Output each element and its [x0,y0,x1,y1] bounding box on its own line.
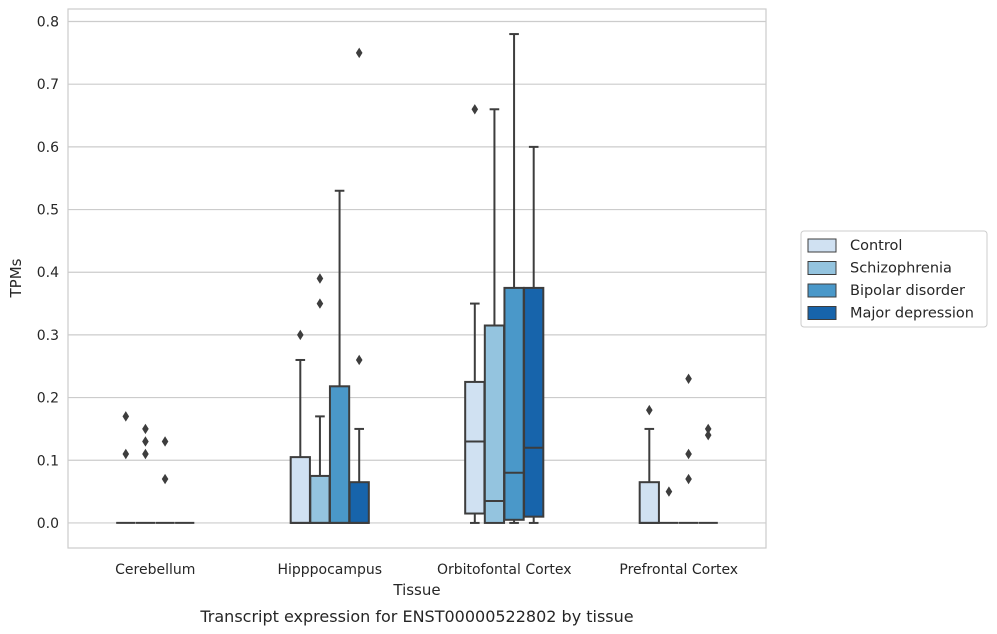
x-tick-label: Prefrontal Cortex [619,562,738,578]
outlier-point [685,373,692,384]
legend-swatch [807,261,837,275]
iqr-box [289,456,311,524]
box-3-2 [678,373,699,524]
outlier-point [122,411,130,422]
plot-frame [67,8,767,549]
outlier-point [316,298,324,309]
legend-swatch [807,306,837,320]
outlier-point [142,423,149,435]
outlier-point [685,448,692,460]
outlier-point [704,423,712,435]
box-0-2 [155,436,175,524]
legend-swatch [807,238,837,253]
x-axis-label: Tissue [392,581,440,599]
y-tick-label: 0.8 [37,15,59,31]
box-0-0 [116,411,136,524]
y-tick-label: 0.2 [37,391,59,407]
legend-label: Bipolar disorder [850,283,965,299]
grid-lines [68,20,766,524]
y-tick-label: 0.5 [37,203,59,219]
outlier-point [646,404,653,416]
legend-label: Control [850,238,902,254]
box-0-1 [135,423,156,524]
y-axis-ticks: 0.0 0.1 0.2 0.3 0.4 0.5 0.6 0.7 0.8 [37,15,59,532]
iqr-box [483,324,506,524]
outlier-point [471,104,479,115]
y-tick-label: 0.6 [37,140,59,156]
x-axis-ticks: Cerebellum Hipppocampus Orbitofontal Corte… [115,562,738,578]
box-2-1 [483,108,506,524]
outlier-point [355,354,363,366]
y-axis-label: TPMs [7,258,25,298]
legend-label: Schizophrenia [850,261,952,277]
legend-swatch [807,283,837,298]
box-2-0 [464,104,486,524]
box-1-3 [348,47,370,524]
box-1-0 [289,329,311,524]
legend: Control Schizophrenia Bipolar disorder Majo… [800,230,988,328]
x-tick-label: Orbitofontal Cortex [437,562,572,578]
y-tick-label: 0.4 [37,265,59,281]
y-tick-label: 0.0 [37,516,59,532]
outlier-point [161,473,169,485]
box-plot-marks [116,33,718,524]
box-3-0 [638,404,660,524]
iqr-box [464,380,486,515]
y-tick-label: 0.7 [37,77,59,93]
box-2-2 [503,33,525,524]
outlier-point [665,486,673,497]
y-tick-label: 0.1 [37,453,59,469]
legend-label: Major depression [850,306,974,322]
x-tick-label: Cerebellum [115,562,195,578]
y-tick-label: 0.3 [37,328,59,344]
box-1-2 [328,189,351,524]
outlier-point [355,47,363,59]
box-2-3 [523,145,545,524]
iqr-box [638,481,660,524]
outlier-point [297,329,304,341]
outlier-point [142,436,149,447]
x-tick-label: Hipppocampus [277,562,382,578]
chart-caption: Transcript expression for ENST0000052280… [199,607,633,626]
iqr-box [503,286,525,521]
outlier-point [704,429,712,441]
outlier-point [161,436,169,447]
iqr-box [309,474,331,524]
outlier-point [316,273,324,284]
box-3-3 [698,423,718,524]
outlier-point [142,448,149,460]
iqr-box [328,385,351,524]
iqr-box [523,286,545,518]
box-3-1 [659,486,679,524]
legend-frame [800,230,988,328]
outlier-point [685,473,692,485]
iqr-box [348,481,370,524]
outlier-point [122,448,130,460]
